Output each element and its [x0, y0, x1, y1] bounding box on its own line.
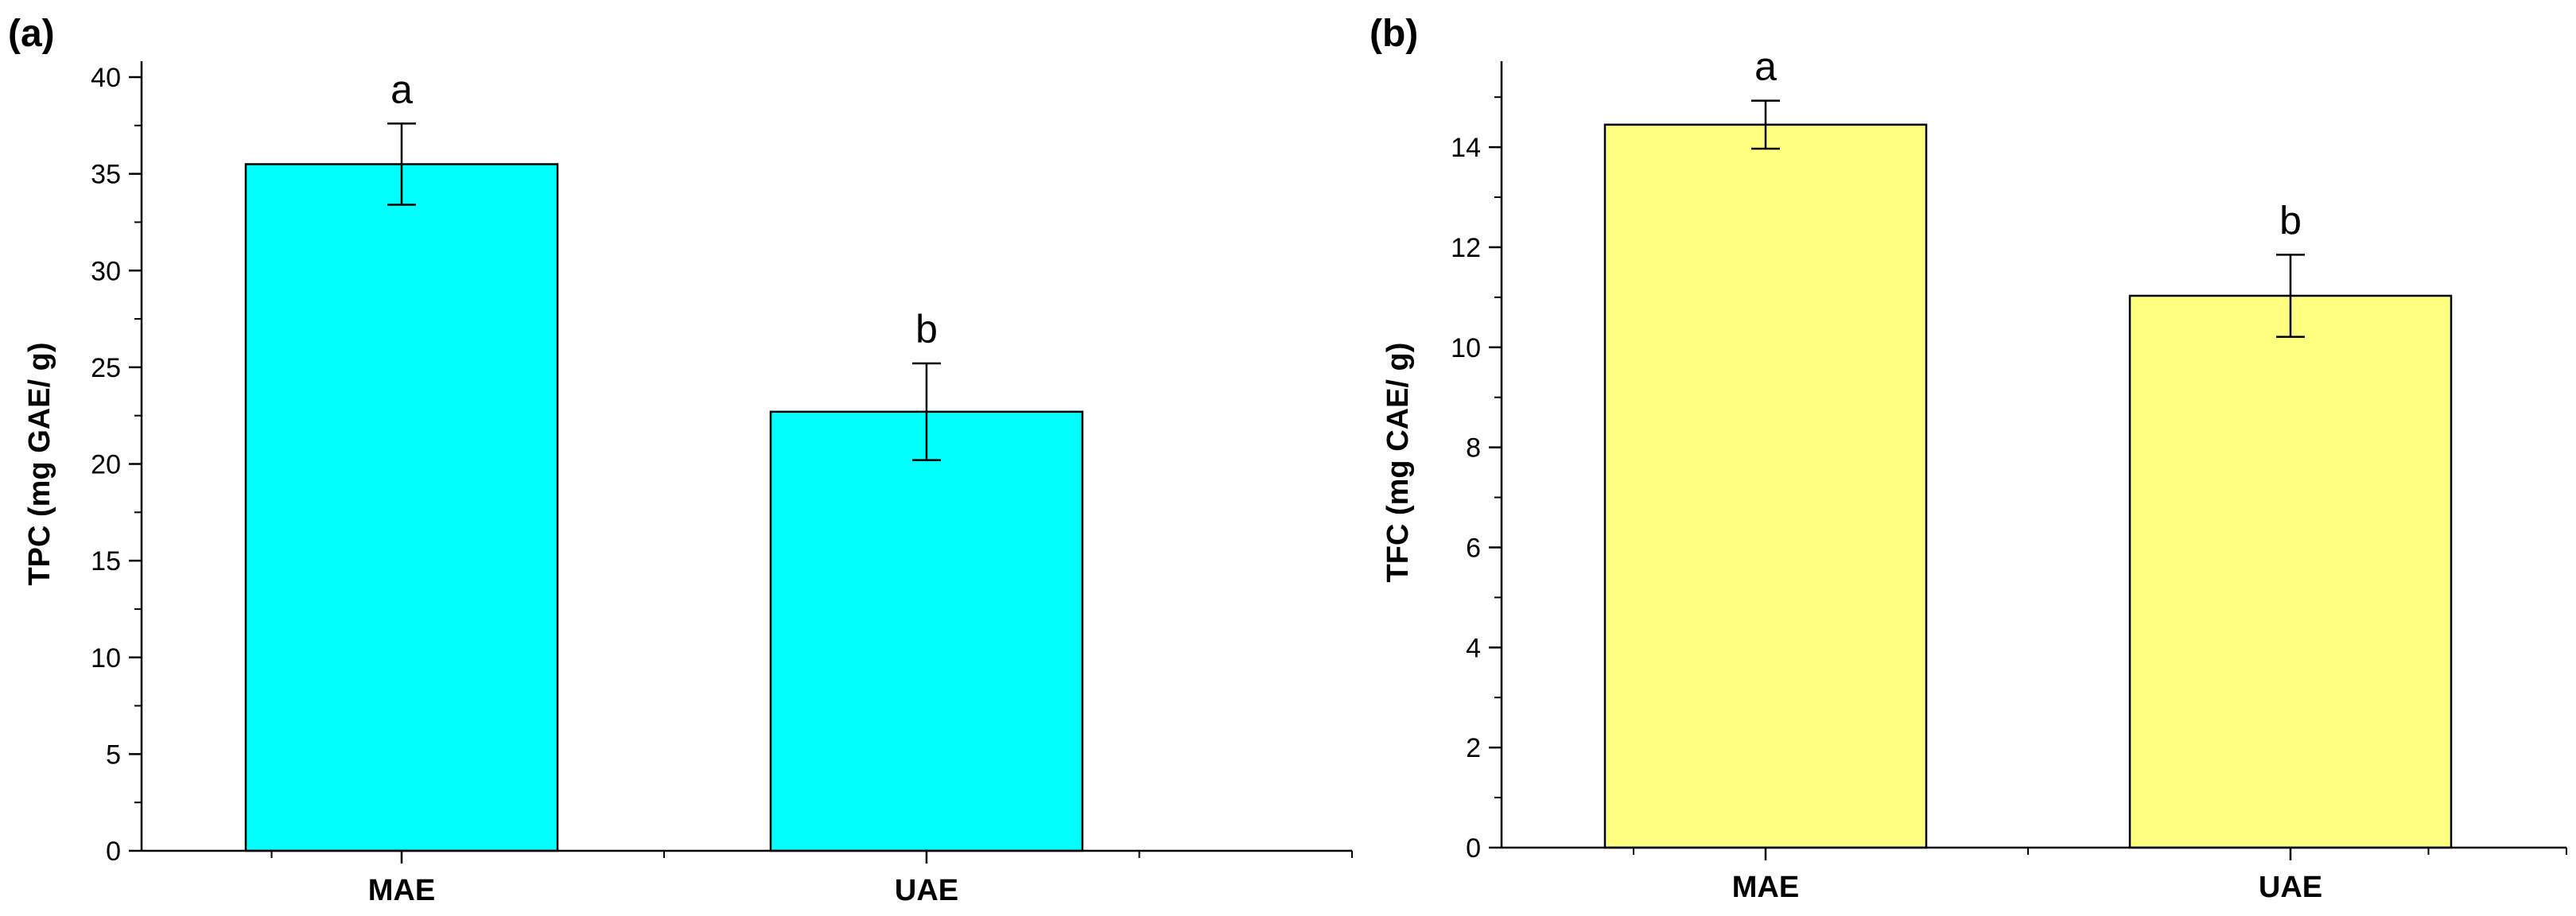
x-tick-label: UAE	[2259, 871, 2322, 904]
y-tick-label: 6	[1466, 533, 1481, 563]
y-tick-label: 10	[91, 643, 121, 673]
y-tick-label: 0	[106, 836, 121, 867]
x-tick-label: MAE	[368, 874, 435, 907]
y-tick-label: 15	[91, 546, 121, 576]
y-tick-label: 30	[91, 256, 121, 286]
y-tick-label: 12	[1451, 233, 1481, 263]
y-tick-label: 25	[91, 353, 121, 383]
bar-mae	[1603, 123, 1928, 849]
y-tick-label: 40	[91, 63, 121, 93]
y-tick-label: 10	[1451, 333, 1481, 363]
y-tick-label: 2	[1466, 733, 1481, 763]
panel-label: (a)	[8, 13, 55, 55]
significance-label: b	[2279, 198, 2302, 243]
y-tick-label: 14	[1451, 133, 1481, 163]
y-tick-label: 35	[91, 160, 121, 190]
error-bar-uae	[912, 362, 941, 461]
y-axis-label: TPC (mg GAE/ g)	[23, 342, 56, 585]
x-tick-label: UAE	[895, 874, 958, 907]
bar-uae	[769, 410, 1084, 852]
error-bar-mae	[387, 122, 416, 206]
y-tick-label: 20	[91, 450, 121, 480]
y-tick-label: 5	[106, 739, 121, 770]
chart-a: (a) a MAE b UAE 0 5 10 15 20 25 30 35 40 TPC (mg GAE/ …	[8, 13, 1353, 907]
panel-label: (b)	[1370, 13, 1418, 55]
error-bar-mae	[1751, 99, 1780, 150]
significance-label: b	[915, 307, 938, 351]
y-tick-label: 4	[1466, 633, 1481, 663]
chart-b: (b) a MAE b UAE 0 2 4 6 8 10 12 14 TFC (mg CAE/ g)	[1370, 13, 2567, 904]
significance-label: a	[1754, 45, 1777, 89]
y-tick-label: 0	[1466, 833, 1481, 864]
significance-label: a	[390, 67, 413, 111]
bar-mae	[244, 163, 559, 852]
y-tick-label: 8	[1466, 433, 1481, 464]
y-axis-label: TFC (mg CAE/ g)	[1381, 343, 1415, 583]
error-bar-uae	[2276, 254, 2305, 338]
bar-uae	[2128, 294, 2453, 849]
x-tick-label: MAE	[1732, 871, 1799, 904]
